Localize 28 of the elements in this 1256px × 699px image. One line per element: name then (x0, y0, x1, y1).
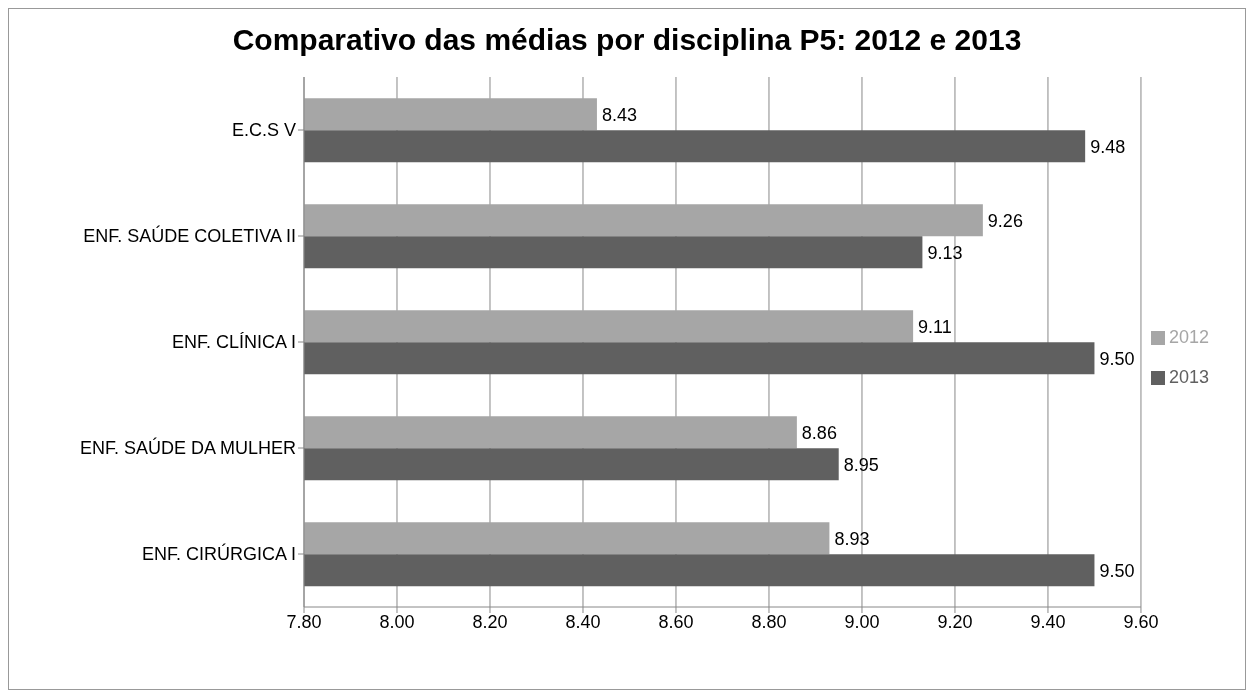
y-tick-label: ENF. CIRÚRGICA I (141, 543, 296, 565)
data-label: 9.50 (1099, 560, 1135, 581)
data-label: 9.13 (927, 242, 963, 263)
x-tick-label: 8.00 (379, 611, 415, 632)
data-label: 9.48 (1090, 136, 1126, 157)
x-tick-label: 9.40 (1030, 611, 1066, 632)
x-tick-label: 9.00 (844, 611, 880, 632)
x-tick-label: 9.60 (1123, 611, 1159, 632)
data-label: 8.95 (843, 454, 879, 475)
y-tick-label: ENF. SAÚDE DA MULHER (79, 437, 296, 459)
legend-label: 2012 (1168, 327, 1209, 347)
x-tick-label: 8.20 (472, 611, 508, 632)
x-tick-label: 7.80 (286, 611, 322, 632)
data-label: 9.50 (1099, 348, 1135, 369)
x-tick-label: 8.80 (751, 611, 787, 632)
data-label: 8.86 (801, 422, 837, 443)
x-tick-label: 8.40 (565, 611, 601, 632)
x-tick-label: 8.60 (658, 611, 694, 632)
x-tick-label: 9.20 (937, 611, 973, 632)
data-label: 8.43 (601, 104, 637, 125)
chart-title: Comparativo das médias por disciplina P5: 2012 e 2013 (231, 23, 1023, 57)
legend-label: 2013 (1168, 367, 1209, 387)
y-tick-label: ENF. CLÍNICA I (171, 332, 296, 353)
data-label: 9.11 (918, 316, 952, 337)
data-label: 9.26 (987, 210, 1023, 231)
y-tick-label: ENF. SAÚDE COLETIVA II (83, 225, 296, 247)
y-tick-label: E.C.S V (231, 120, 296, 141)
data-label: 8.93 (834, 528, 870, 549)
